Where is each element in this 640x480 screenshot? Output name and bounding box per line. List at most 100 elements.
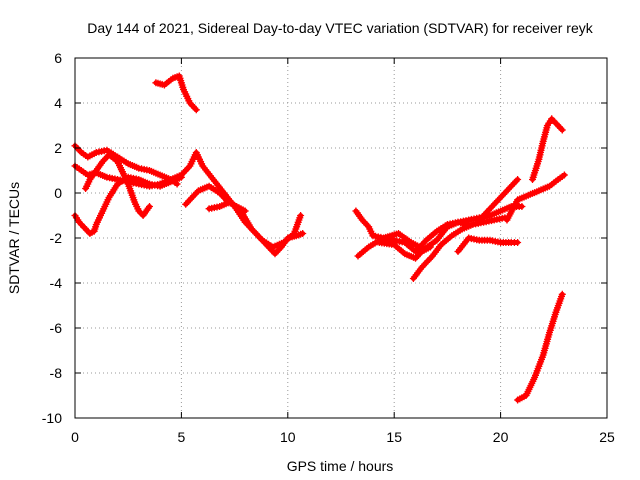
data-point — [470, 222, 476, 227]
data-point — [168, 179, 173, 184]
data-point — [562, 172, 567, 178]
y-tick-label: 4 — [54, 95, 62, 111]
data-point — [249, 226, 254, 232]
data-point — [298, 213, 303, 218]
data-point — [487, 206, 493, 211]
data-point — [147, 181, 152, 187]
data-point — [547, 184, 552, 189]
data-point — [272, 251, 278, 256]
data-point — [419, 249, 425, 254]
data-point — [560, 292, 565, 297]
data-point — [455, 249, 461, 254]
data-point — [498, 240, 503, 245]
data-point — [104, 175, 110, 180]
data-point — [428, 244, 433, 250]
y-tick-label: -6 — [50, 320, 63, 336]
data-point — [115, 159, 120, 164]
data-point — [560, 127, 565, 133]
data-point — [477, 238, 482, 243]
data-point — [147, 168, 152, 173]
data-point — [402, 251, 408, 256]
grid-lines — [75, 58, 607, 418]
data-point — [498, 195, 503, 200]
data-point — [179, 175, 184, 180]
data-point — [238, 208, 244, 214]
data-point — [434, 229, 439, 234]
data-point — [360, 217, 365, 223]
data-point — [206, 206, 212, 211]
data-point — [106, 152, 112, 157]
data-point — [366, 244, 371, 250]
x-tick-label: 15 — [386, 429, 402, 445]
data-point — [136, 166, 142, 171]
data-point — [291, 231, 297, 236]
data-point — [177, 73, 182, 79]
data-point — [449, 233, 454, 238]
data-point — [91, 229, 97, 234]
data-point — [157, 184, 163, 189]
tick-labels: 0 5 10 15 20 25 -10 -8 -6 -4 -2 0 2 4 6 — [42, 50, 615, 445]
data-point — [515, 177, 520, 182]
data-point — [300, 231, 305, 236]
data-point — [477, 217, 482, 223]
data-point — [553, 121, 559, 126]
axis-ticks — [74, 57, 608, 419]
data-point — [547, 330, 552, 335]
data-point — [509, 240, 514, 245]
data-point — [83, 186, 88, 191]
y-tick-label: -8 — [50, 365, 63, 381]
data-point — [94, 168, 99, 173]
data-point — [174, 181, 180, 187]
y-tick-label: 6 — [54, 50, 62, 66]
data-point — [392, 242, 397, 247]
data-point — [181, 87, 186, 92]
data-point — [481, 220, 486, 225]
data-point — [366, 224, 371, 229]
data-point — [396, 231, 401, 236]
data-point — [126, 181, 131, 187]
data-point — [549, 116, 554, 121]
data-point — [132, 199, 137, 205]
data-point — [94, 222, 99, 227]
data-point — [147, 204, 152, 209]
data-point — [77, 220, 82, 225]
series-track-4 — [82, 151, 153, 219]
data-point — [100, 159, 105, 164]
data-point — [445, 224, 450, 229]
data-point — [217, 190, 222, 196]
data-point — [515, 197, 520, 202]
data-point — [438, 242, 444, 247]
data-point — [87, 231, 93, 236]
data-point — [455, 220, 461, 225]
series-track-3 — [71, 173, 185, 237]
data-point — [536, 188, 542, 193]
chart-title: Day 144 of 2021, Sidereal Day-to-day VTE… — [87, 20, 593, 36]
data-point — [540, 352, 546, 358]
y-axis-title: SDTVAR / TECUs — [6, 182, 22, 294]
data-point — [79, 150, 84, 155]
data-point — [136, 181, 142, 187]
data-point — [377, 240, 382, 245]
data-point — [104, 148, 110, 153]
data-point — [200, 163, 205, 169]
data-point — [498, 208, 503, 214]
y-tick-label: 0 — [54, 185, 62, 201]
series-track-11 — [409, 214, 509, 282]
data-point — [355, 253, 361, 259]
data-point — [157, 172, 163, 178]
data-point — [392, 238, 397, 243]
data-point — [532, 375, 537, 380]
data-point — [206, 184, 212, 189]
data-point — [153, 80, 159, 85]
data-point — [81, 224, 86, 229]
series-track-14 — [503, 171, 568, 224]
data-point — [94, 150, 99, 155]
data-point — [87, 177, 93, 182]
y-tick-label: -4 — [50, 275, 63, 291]
data-point — [194, 107, 199, 112]
data-point — [413, 249, 418, 254]
series-track-10 — [375, 239, 434, 262]
y-tick-label: 2 — [54, 140, 62, 156]
x-tick-label: 0 — [71, 429, 79, 445]
data-point — [370, 233, 376, 238]
